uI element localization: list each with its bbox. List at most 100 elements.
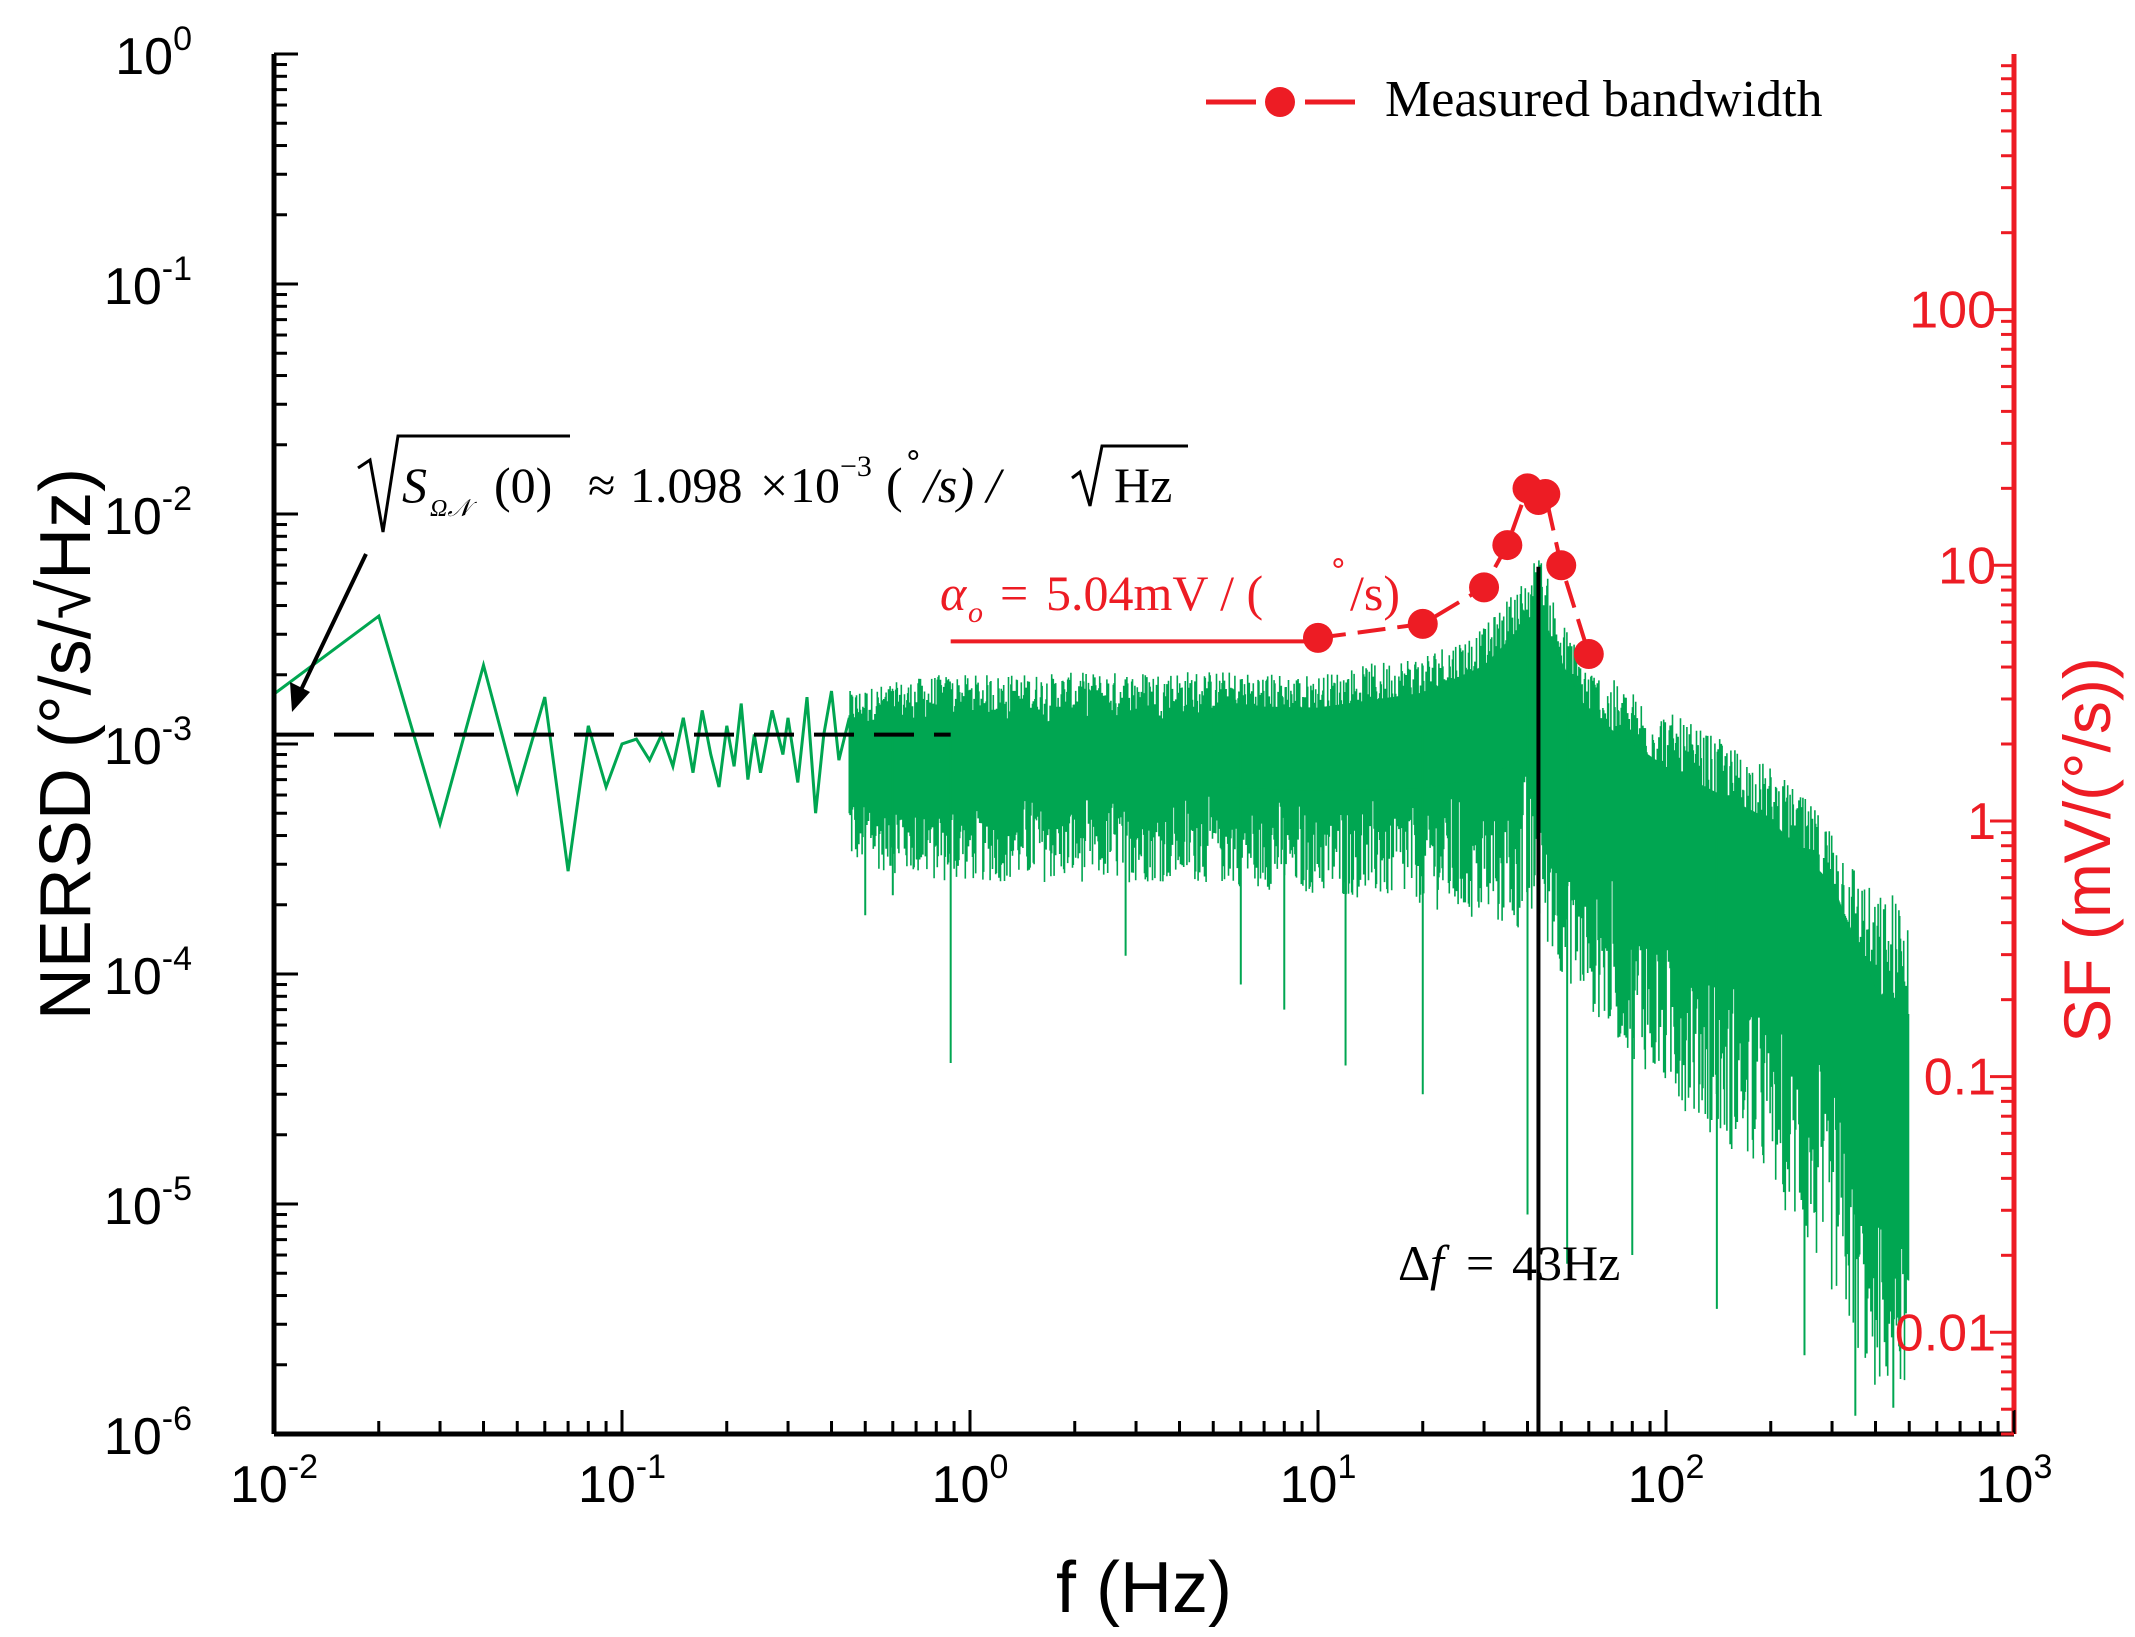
y-left-tick-exponent: -1 [162,250,192,288]
legend: Measured bandwidth [1206,71,1823,128]
measured-bandwidth-point-1 [1407,608,1438,639]
y-right-axis-title: SF (mV/(°/s)) [2050,657,2124,1043]
noise-formula-exponent: −3 [840,450,872,483]
y-left-tick-exponent: -5 [162,1170,192,1208]
y-left-tick-exponent: -4 [162,940,192,978]
x-tick-label: 101 [1280,1448,1357,1514]
legend-label: Measured bandwidth [1385,71,1823,128]
y-left-tick-exponent: 0 [173,20,192,58]
sf-formula-alpha-subscript: o [968,596,983,629]
y-right-tick-label: 10 [1938,537,1996,595]
y-left-axis-title: NERSD (°/s/√Hz) [26,468,106,1020]
x-tick-base: 10 [230,1456,288,1514]
noise-formula-approx: ≈ [588,457,615,513]
noise-floor-annotation: S Ω𝒩 (0) ≈ 1.098 × 10 −3 ( ˚ /s) / Hz [290,431,1188,712]
x-tick-exponent: -1 [636,1448,666,1486]
y-right-tick-label: 0.01 [1895,1304,1996,1362]
noise-formula-text: S Ω𝒩 (0) ≈ 1.098 × 10 −3 ( ˚ /s) / Hz [402,431,1172,527]
noise-formula-coefficient: 1.098 [630,457,743,513]
noise-formula-unit-tail: Hz [1114,457,1172,513]
y-left-tick-label: 10-3 [104,710,192,776]
measured-bandwidth-point-8 [1573,638,1604,669]
y-right-tick-label: 100 [1909,282,1996,340]
y-left-tick-label: 10-5 [104,1170,192,1236]
noise-formula-degree: ˚ [905,441,922,497]
x-tick-base: 10 [1280,1456,1338,1514]
noise-formula-times: × [760,457,788,513]
y-left-tick-exponent: -2 [162,480,192,518]
x-tick-base: 10 [1628,1456,1686,1514]
x-tick-base: 10 [932,1456,990,1514]
y-left-tick-label: 100 [115,20,192,86]
sf-formula-alpha: α [940,565,968,621]
x-tick-label: 10-2 [230,1448,318,1514]
y-left-tick-exponent: -6 [162,1400,192,1438]
plot-area [274,560,1910,1416]
y-left-tick-label: 10-6 [104,1400,192,1466]
y-left-tick-base: 10 [104,948,162,1006]
tick-marks [272,52,2016,1436]
y-left-tick-label: 10-4 [104,940,192,1006]
x-tick-exponent: 3 [2033,1448,2052,1486]
sf-annotation: α o = 5.04mV / ( ˚ /s) [940,549,1400,633]
y-left-tick-base: 10 [104,718,162,776]
measured-bandwidth-point-3 [1492,530,1523,561]
x-tick-label: 100 [932,1448,1009,1514]
legend-marker [1265,87,1295,117]
noise-formula-s: S [402,457,427,513]
unit-sqrt-radical [1071,444,1188,507]
y-left-tick-label: 10-1 [104,250,192,316]
y-right-tick-label: 1 [1967,793,1996,851]
noise-arrow-head [290,682,310,712]
bandwidth-label: Δ f = 43Hz [1398,1235,1620,1291]
y-right-tick-labels: 100 10 1 0.1 0.01 [1895,282,1996,1363]
sqrt-radical [357,434,570,533]
y-right-tick-label: 0.1 [1924,1049,1996,1107]
x-tick-label: 103 [1976,1448,2053,1514]
x-tick-exponent: 1 [1337,1448,1356,1486]
bandwidth-label-delta: Δ [1398,1235,1429,1291]
noise-formula-subscript: Ω𝒩 [430,496,477,522]
x-tick-exponent: 0 [989,1448,1008,1486]
bandwidth-label-value: 43Hz [1512,1235,1620,1291]
nersd-low-freq-trace [274,613,851,872]
x-tick-labels: 10-2 10-1 100 101 102 103 [230,1448,2052,1514]
y-left-tick-base: 10 [104,488,162,546]
measured-bandwidth-point-6 [1530,479,1561,510]
x-tick-base: 10 [578,1456,636,1514]
noise-formula-arg: (0) [494,457,552,513]
noise-formula-base: 10 [790,457,840,513]
sf-formula-degree: ˚ [1330,549,1347,605]
noise-arrow-shaft [298,553,368,693]
measured-bandwidth-point-2 [1469,572,1500,603]
bandwidth-label-equals: = [1466,1235,1494,1291]
x-tick-exponent: 2 [1685,1448,1704,1486]
x-axis-title: f (Hz) [1056,1548,1232,1628]
nersd-noise-band [848,560,1910,1385]
nersd-noise-core [1212,606,1904,1214]
y-left-tick-label: 10-2 [104,480,192,546]
reference-lines [274,566,1541,1434]
x-tick-base: 10 [1976,1456,2034,1514]
sf-formula-tail: /s) [1350,565,1400,621]
measured-bandwidth-point-0 [1303,622,1333,653]
measured-bandwidth-series [1303,473,1604,669]
bandwidth-annotation: Δ f = 43Hz [1398,1235,1620,1291]
noise-formula-unit-close: /s) / [921,457,1005,513]
measured-bandwidth-point-7 [1546,550,1577,581]
sf-formula-value: 5.04mV / ( [1046,565,1263,621]
bandwidth-label-f: f [1430,1235,1450,1291]
sf-formula-text: α o = 5.04mV / ( ˚ /s) [940,549,1400,633]
x-tick-label: 102 [1628,1448,1705,1514]
y-left-tick-exponent: -3 [162,710,192,748]
y-left-tick-base: 10 [104,258,162,316]
noise-formula-unit-open: ( [886,457,903,513]
x-tick-label: 10-1 [578,1448,666,1514]
y-left-tick-base: 10 [115,28,173,86]
y-left-tick-base: 10 [104,1408,162,1466]
sf-formula-equals: = [1000,565,1028,621]
x-tick-exponent: -2 [288,1448,318,1486]
y-left-tick-base: 10 [104,1178,162,1236]
